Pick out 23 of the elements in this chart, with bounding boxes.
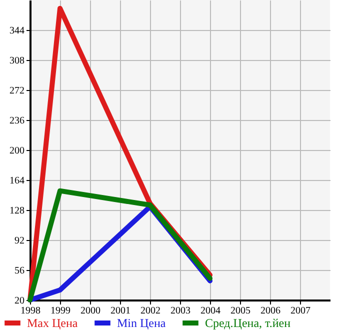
legend-label: Max Цена — [27, 316, 78, 330]
x-tick-label: 2003 — [170, 306, 190, 316]
x-tick-label: 2005 — [230, 306, 250, 316]
y-tick-label: 164 — [10, 176, 24, 186]
x-tick-label: 2006 — [260, 306, 280, 316]
y-tick-label: 272 — [10, 86, 24, 96]
legend-label: Сред.Цена, т.йен — [205, 316, 292, 330]
legend-label: Min Цена — [117, 316, 166, 330]
y-tick-label: 344 — [10, 26, 24, 36]
y-tick-label: 20 — [14, 296, 24, 306]
y-tick-label: 308 — [10, 56, 24, 66]
y-tick-label: 128 — [10, 206, 24, 216]
x-tick-label: 2002 — [140, 306, 160, 316]
y-tick-label: 92 — [14, 236, 24, 246]
x-tick-label: 1999 — [50, 306, 70, 316]
y-tick-label: 236 — [10, 116, 24, 126]
y-tick-label: 200 — [10, 146, 24, 156]
x-tick-label: 2001 — [110, 306, 130, 316]
y-tick-label: 56 — [14, 266, 24, 276]
x-tick-label: 2000 — [80, 306, 100, 316]
x-tick-label: 2007 — [290, 306, 310, 316]
x-tick-label: 1998 — [20, 306, 40, 316]
x-tick-label: 2004 — [200, 306, 220, 316]
